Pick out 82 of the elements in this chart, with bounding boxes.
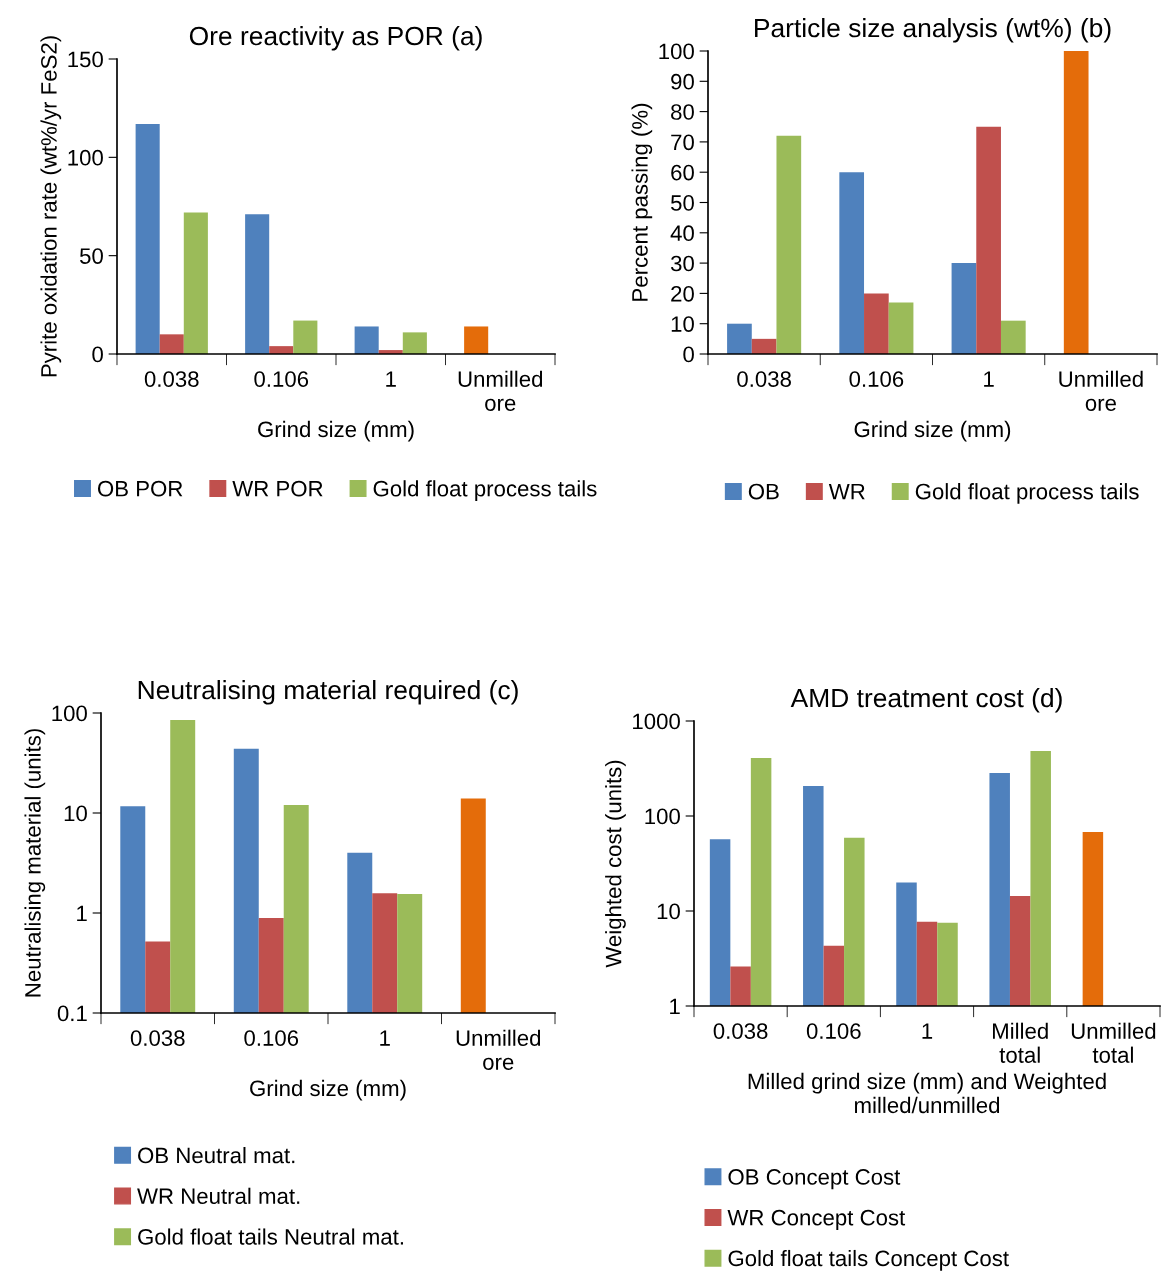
legend-label: OB Neutral mat. (138, 1147, 295, 1164)
y-tick-label: 80 (671, 104, 694, 120)
bar (354, 326, 379, 354)
y-tick-label: 50 (79, 248, 103, 264)
y-axis-title: Pyrite oxidation rate (wt%/yr FeS2) (40, 36, 62, 377)
x-tick-label: Unmilled ore (458, 370, 543, 411)
x-axis-title: Milled grind size (mm) and Weighted milled/unmilled (748, 1072, 1106, 1114)
bar (888, 302, 914, 354)
bar (293, 320, 318, 354)
y-tick-label: 60 (671, 164, 694, 181)
legend-label: OB POR (97, 480, 183, 497)
bar (839, 172, 865, 354)
y-tick-label: 0 (92, 346, 103, 363)
x-tick-label: 0.038 (713, 1023, 768, 1039)
y-axis-title: Neutralising material (units) (24, 729, 46, 997)
x-tick-label: Milled total (993, 1022, 1048, 1063)
bar (1000, 320, 1026, 354)
bar (951, 263, 977, 354)
y-tick-label: 100 (645, 808, 680, 825)
x-tick-label: 0.038 (144, 371, 199, 387)
y-tick-label: 1 (670, 998, 680, 1015)
chart-title: Neutralising material required (c) (138, 679, 518, 705)
x-axis-title: Grind size (mm) (258, 420, 414, 442)
x-tick-label: Unmilled total (1071, 1022, 1156, 1063)
y-tick-label: 150 (68, 51, 103, 68)
y-tick-label: 1 (77, 905, 87, 922)
legend-label: OB Concept Cost (728, 1169, 901, 1190)
y-tick-label: 1000 (633, 713, 680, 730)
legend-label: WR Neutral mat. (137, 1187, 300, 1205)
x-tick-label: 0.106 (244, 1030, 299, 1046)
legend-label: WR (828, 483, 865, 500)
x-axis-title: Grind size (mm) (250, 1079, 406, 1101)
y-axis-title: Weighted cost (units) (605, 760, 626, 968)
legend-label: Gold float tails Concept Cost (728, 1249, 1009, 1271)
y-tick-label: 10 (671, 316, 694, 332)
legend-label: Gold float process tails (373, 480, 597, 501)
legend-label: Gold float process tails (915, 483, 1139, 504)
x-tick-label: 0.038 (130, 1030, 185, 1046)
y-tick-label: 100 (68, 149, 103, 166)
x-tick-label: 1 (380, 1030, 390, 1046)
bar (402, 332, 427, 354)
chart-title: AMD treatment cost (d) (790, 687, 1062, 713)
legend-label: OB (748, 483, 779, 500)
x-tick-label: Unmilled ore (1059, 370, 1143, 411)
x-tick-label: Unmilled ore (456, 1029, 541, 1070)
y-tick-label: 70 (671, 134, 694, 151)
legend-label: Gold float tails Neutral mat. (138, 1228, 403, 1245)
x-tick-label: 1 (984, 371, 994, 387)
chart-title: Particle size analysis (wt%) (b) (755, 17, 1111, 43)
y-tick-label: 100 (52, 705, 87, 722)
y-tick-label: 10 (64, 805, 87, 822)
bar (245, 214, 270, 354)
x-tick-label: 0.106 (806, 1023, 861, 1039)
bar (776, 135, 802, 354)
y-tick-label: 10 (657, 903, 680, 920)
bar (183, 212, 208, 354)
legend-label: WR POR (232, 480, 323, 497)
x-tick-label: 0.106 (254, 371, 309, 387)
y-tick-label: 30 (670, 255, 694, 272)
bar (727, 323, 752, 354)
x-tick-label: 1 (922, 1023, 933, 1039)
y-tick-label: 50 (670, 195, 694, 211)
bar (159, 334, 184, 354)
y-tick-label: 90 (671, 73, 694, 90)
x-tick-label: 1 (386, 371, 396, 387)
bar (464, 326, 489, 354)
bar (976, 126, 1001, 354)
y-axis-title: Percent passing (%) (631, 103, 653, 301)
chart-title: Ore reactivity as POR (a) (189, 25, 482, 51)
y-tick-label: 0 (683, 346, 694, 363)
bar (864, 293, 889, 354)
y-tick-label: 0.1 (57, 1005, 87, 1022)
y-tick-label: 20 (671, 285, 694, 302)
bar (751, 338, 777, 354)
bar (1063, 51, 1089, 354)
x-axis-title: Grind size (mm) (854, 420, 1011, 442)
legend-label: WR Concept Cost (727, 1209, 906, 1230)
x-tick-label: 0.106 (849, 371, 904, 387)
y-tick-label: 100 (659, 43, 694, 60)
bar (135, 123, 160, 354)
y-tick-label: 40 (670, 225, 694, 242)
x-tick-label: 0.038 (737, 371, 791, 387)
